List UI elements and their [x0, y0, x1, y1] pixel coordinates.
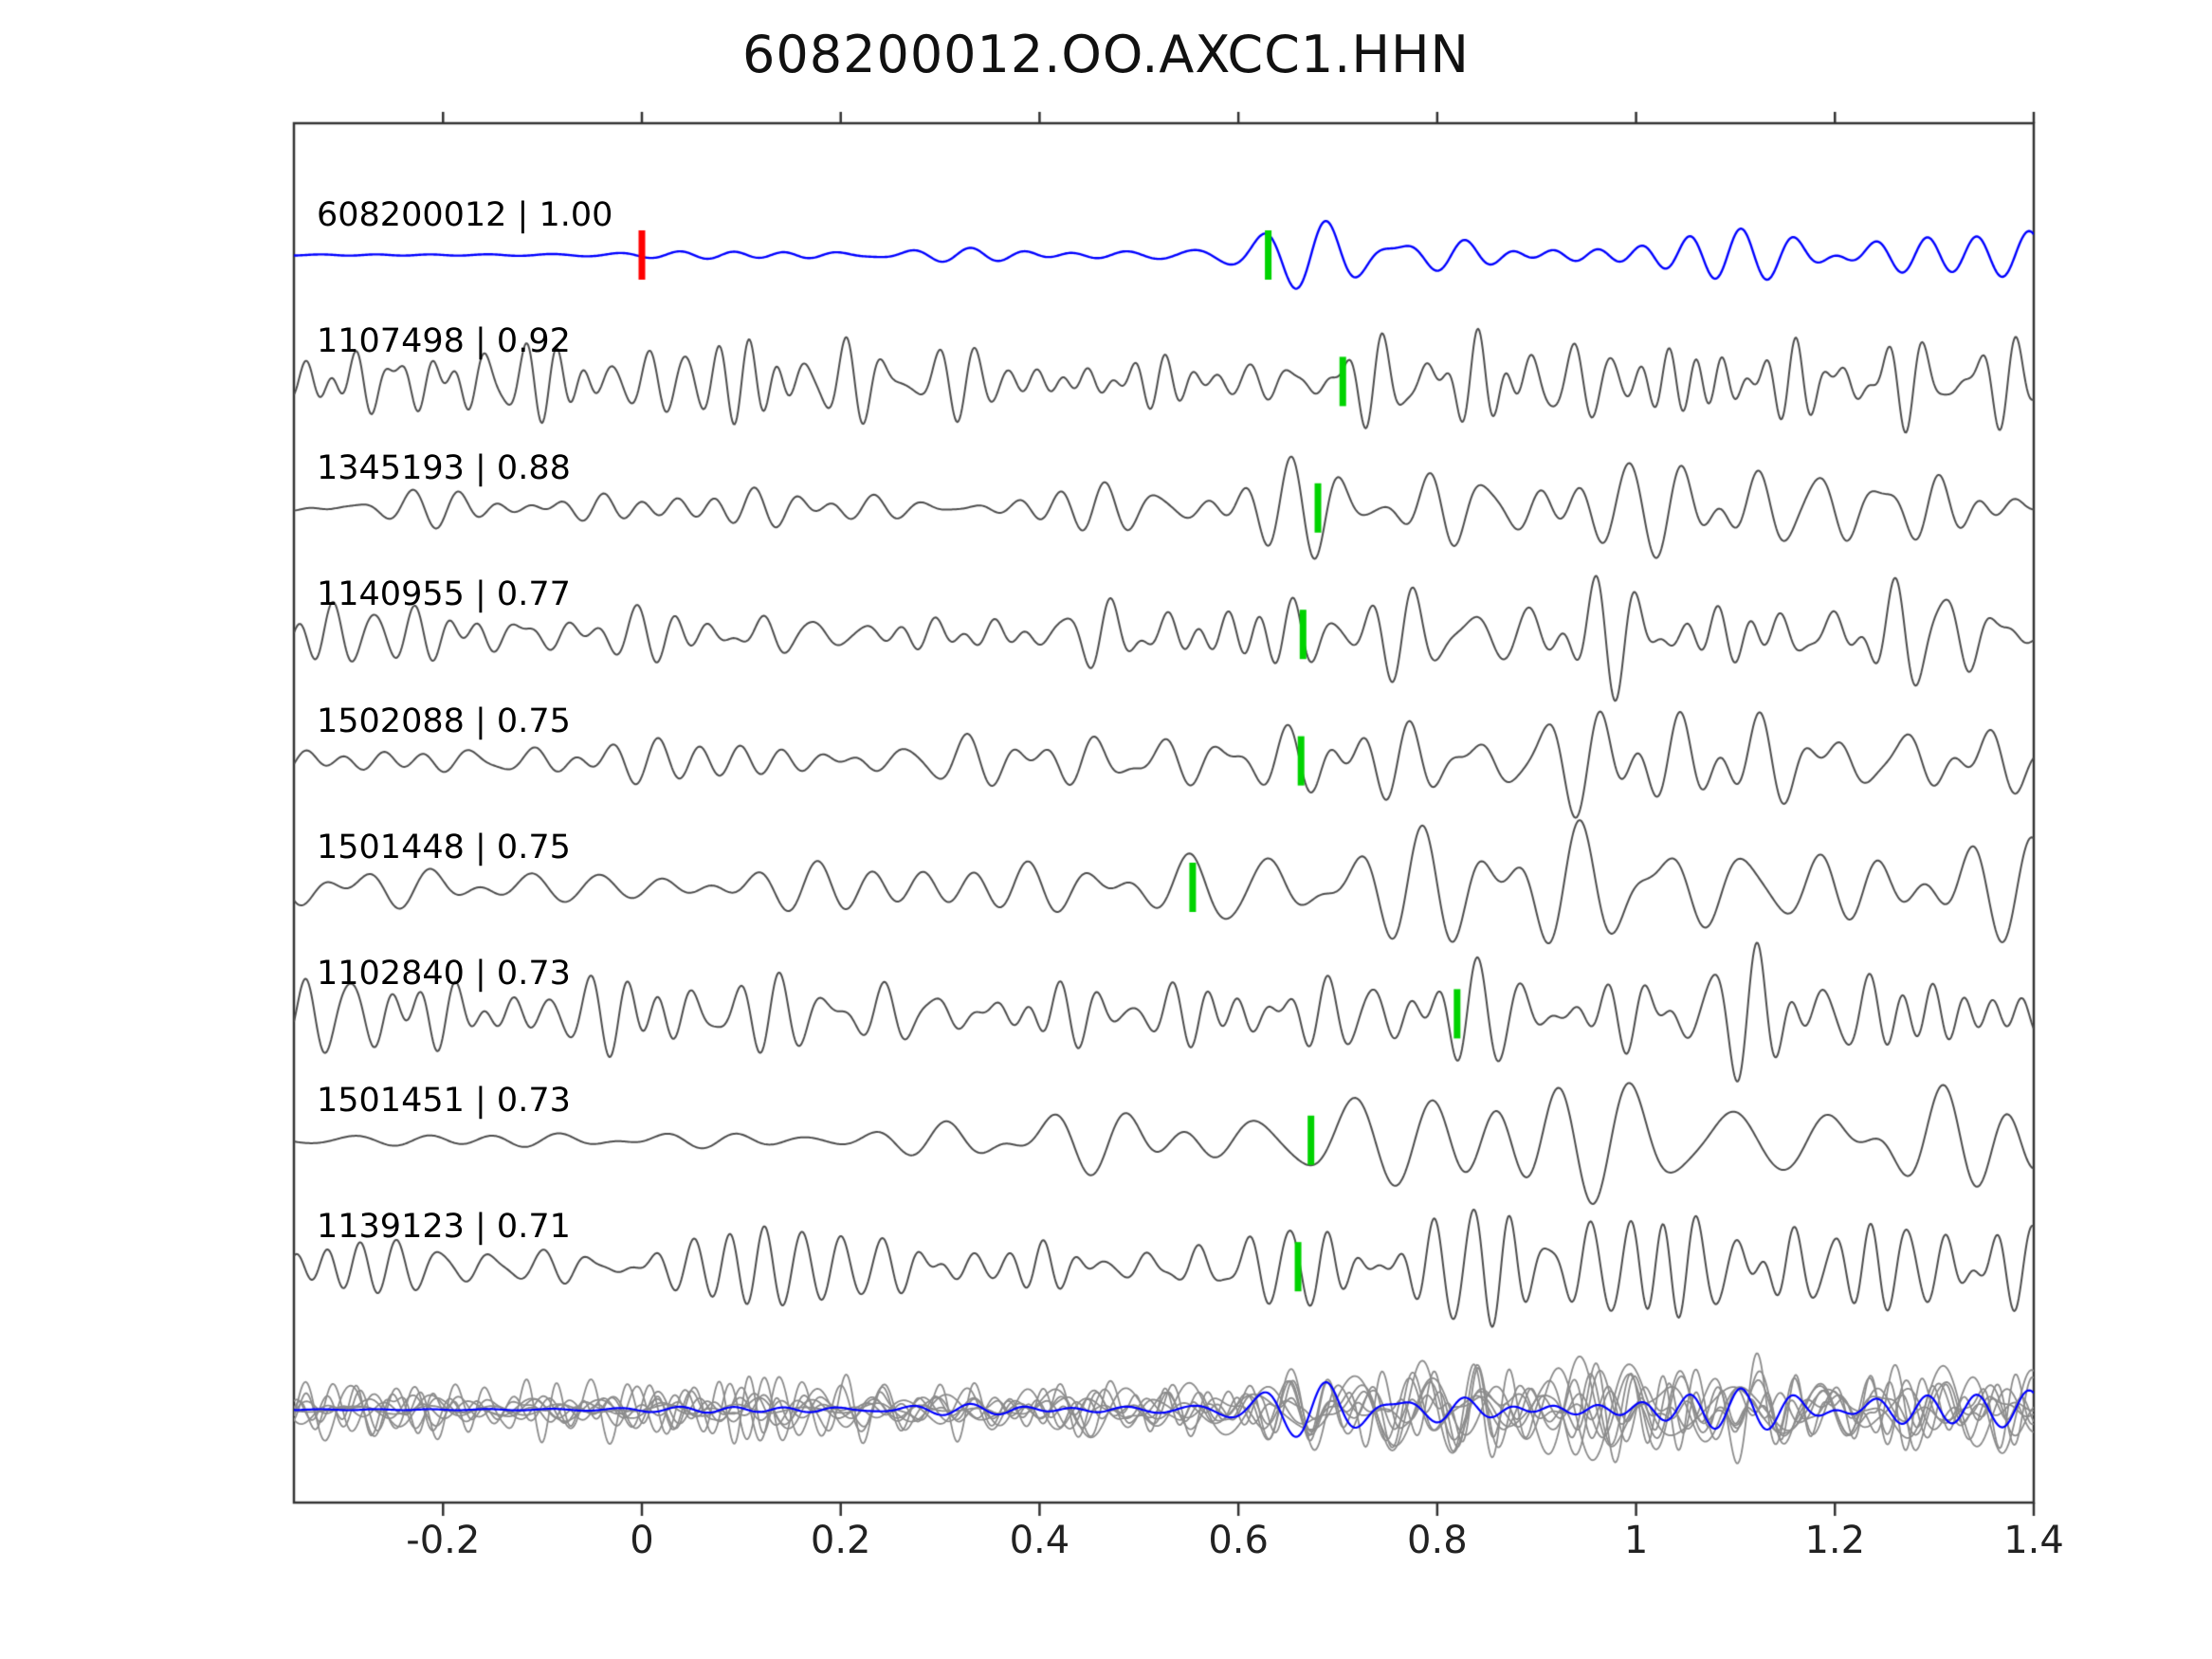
chart-title: 608200012.OO.AXCC1.HHN: [742, 25, 1470, 84]
